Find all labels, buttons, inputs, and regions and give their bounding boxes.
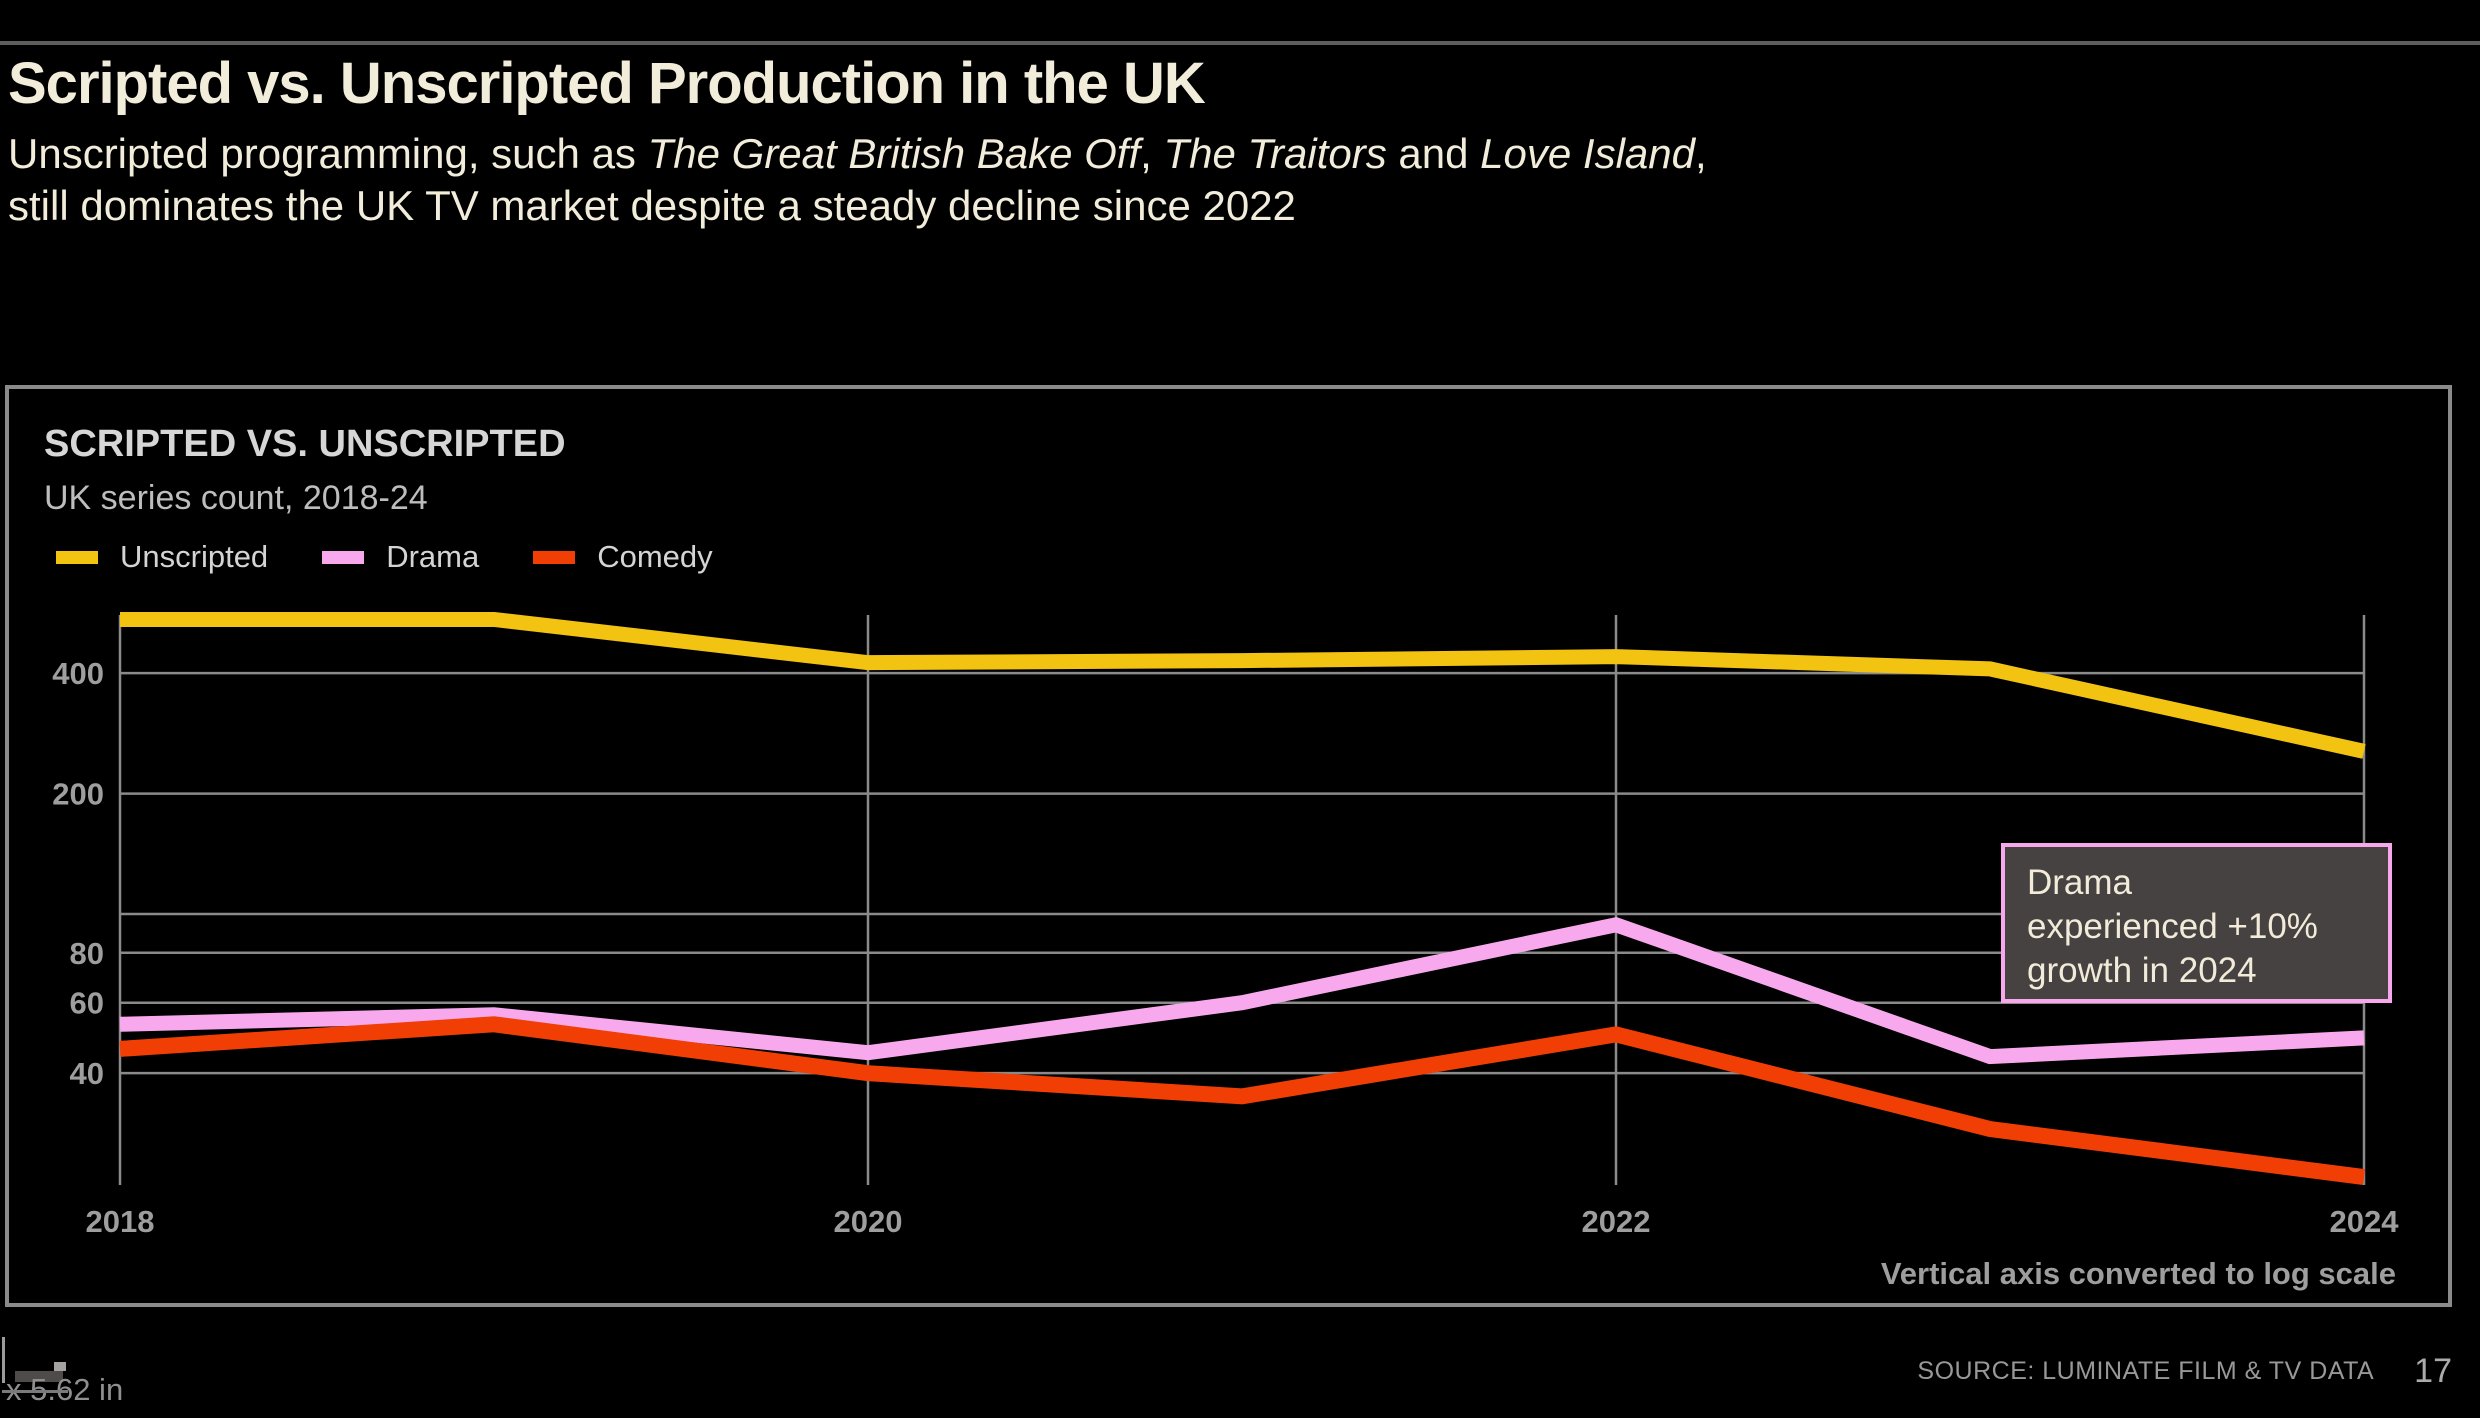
legend-label-drama: Drama [386, 539, 480, 574]
chart-legend: Unscripted Drama Comedy [56, 539, 767, 575]
subtitle-text: , [1140, 130, 1164, 177]
capture-artifact-tick [2, 1337, 5, 1383]
legend-label-unscripted: Unscripted [120, 539, 269, 574]
chart-title: SCRIPTED VS. UNSCRIPTED [44, 423, 566, 465]
legend-item-drama: Drama [322, 539, 479, 575]
capture-artifact-box-dark [15, 1371, 63, 1382]
show-title-italic: The Great British Bake Off [647, 130, 1141, 177]
slide-subtitle: Unscripted programming, such as The Grea… [8, 128, 1707, 232]
annotation-line3: growth in 2024 [2027, 951, 2257, 990]
size-indicator-text: x 5.62 in [6, 1372, 124, 1407]
capture-artifact-box-light [54, 1362, 66, 1371]
subtitle-text: , [1695, 130, 1707, 177]
show-title-italic: Love Island [1480, 130, 1695, 177]
footer: SOURCE: LUMINATE FILM & TV DATA 17 [1917, 1352, 2452, 1391]
annotation-line1: Drama [2027, 863, 2133, 902]
capture-artifact-line [2, 1390, 68, 1393]
legend-item-comedy: Comedy [533, 539, 713, 575]
annotation-line2: experienced +10% [2027, 907, 2318, 946]
subtitle-text: Unscripted programming, such as [8, 130, 648, 177]
source-credit: SOURCE: LUMINATE FILM & TV DATA [1917, 1357, 2375, 1385]
annotation-callout: Drama experienced +10% growth in 2024 [2001, 843, 2392, 1003]
slide-subtitle-line1: Unscripted programming, such as The Grea… [8, 128, 1707, 180]
log-scale-note: Vertical axis converted to log scale [1880, 1256, 2396, 1291]
legend-item-unscripted: Unscripted [56, 539, 268, 575]
legend-label-comedy: Comedy [597, 539, 713, 574]
page-number: 17 [2414, 1352, 2452, 1390]
slide-subtitle-line2: still dominates the UK TV market despite… [8, 182, 1296, 229]
legend-swatch-unscripted [56, 550, 98, 564]
subtitle-text: and [1386, 130, 1481, 177]
legend-swatch-comedy [533, 550, 576, 564]
slide-title: Scripted vs. Unscripted Production in th… [8, 51, 1206, 116]
legend-swatch-drama [322, 550, 365, 564]
top-divider-rule [0, 41, 2480, 45]
chart-subtitle: UK series count, 2018-24 [44, 479, 428, 517]
show-title-italic: The Traitors [1163, 130, 1387, 177]
